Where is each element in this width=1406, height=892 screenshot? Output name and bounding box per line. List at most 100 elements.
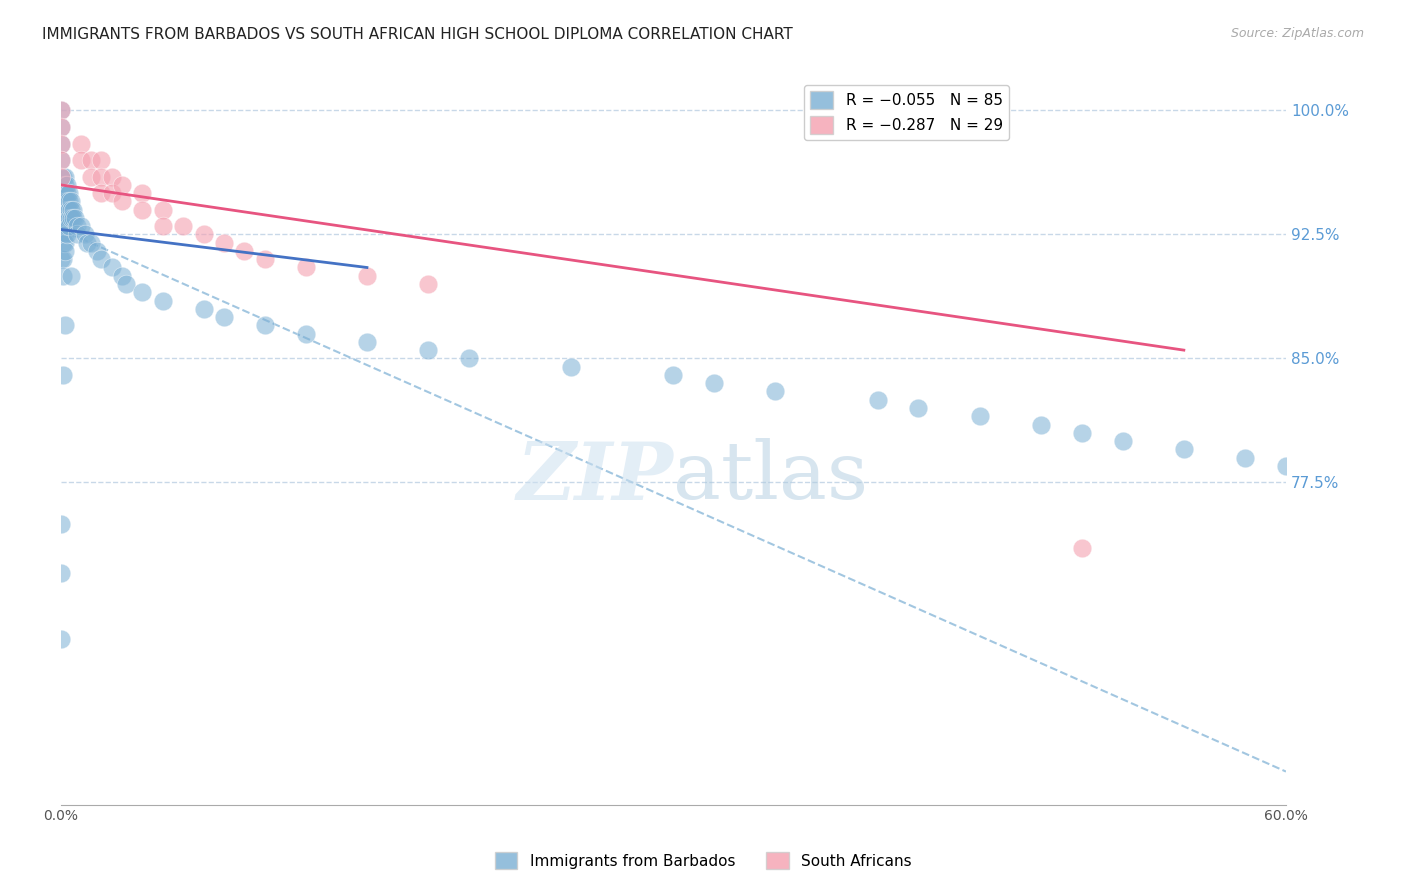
Point: [49, 169, 72, 184]
Point: [59, 194, 82, 209]
Point: [418, 277, 440, 291]
Point: [66, 227, 89, 242]
Point: [294, 326, 316, 341]
Point: [53, 235, 76, 250]
Point: [49, 120, 72, 134]
Point: [66, 219, 89, 234]
Point: [59, 202, 82, 217]
Point: [49, 136, 72, 151]
Point: [52, 268, 75, 283]
Point: [49, 516, 72, 531]
Point: [86, 244, 108, 258]
Point: [253, 252, 276, 267]
Point: [80, 235, 103, 250]
Point: [703, 376, 725, 391]
Text: ZIP: ZIP: [516, 439, 673, 516]
Point: [49, 169, 72, 184]
Point: [152, 293, 174, 308]
Point: [969, 409, 991, 424]
Point: [90, 153, 112, 167]
Point: [75, 227, 97, 242]
Point: [49, 566, 72, 581]
Point: [52, 219, 75, 234]
Point: [1234, 450, 1257, 465]
Point: [193, 227, 215, 242]
Point: [62, 211, 84, 225]
Point: [49, 632, 72, 647]
Point: [49, 103, 72, 118]
Point: [53, 244, 76, 258]
Point: [100, 186, 122, 201]
Point: [356, 268, 378, 283]
Point: [53, 186, 76, 201]
Point: [53, 219, 76, 234]
Point: [131, 285, 153, 300]
Text: atlas: atlas: [673, 438, 869, 516]
Point: [172, 219, 194, 234]
Point: [1111, 434, 1133, 448]
Point: [662, 368, 685, 382]
Text: Source: ZipAtlas.com: Source: ZipAtlas.com: [1230, 27, 1364, 40]
Point: [49, 227, 72, 242]
Point: [49, 153, 72, 167]
Point: [90, 169, 112, 184]
Point: [49, 186, 72, 201]
Point: [418, 343, 440, 358]
Point: [58, 202, 80, 217]
Point: [55, 211, 77, 225]
Point: [212, 235, 235, 250]
Point: [115, 277, 138, 291]
Point: [49, 153, 72, 167]
Point: [866, 392, 889, 407]
Legend: Immigrants from Barbados, South Africans: Immigrants from Barbados, South Africans: [488, 846, 918, 875]
Point: [59, 268, 82, 283]
Point: [253, 318, 276, 333]
Point: [53, 202, 76, 217]
Point: [49, 103, 72, 118]
Point: [52, 186, 75, 201]
Point: [52, 202, 75, 217]
Point: [49, 202, 72, 217]
Point: [131, 186, 153, 201]
Point: [49, 219, 72, 234]
Point: [58, 211, 80, 225]
Point: [52, 235, 75, 250]
Point: [152, 219, 174, 234]
Point: [55, 194, 77, 209]
Point: [90, 186, 112, 201]
Point: [1173, 442, 1195, 457]
Point: [58, 186, 80, 201]
Point: [49, 120, 72, 134]
Point: [763, 384, 786, 399]
Point: [55, 219, 77, 234]
Point: [356, 334, 378, 349]
Text: IMMIGRANTS FROM BARBADOS VS SOUTH AFRICAN HIGH SCHOOL DIPLOMA CORRELATION CHART: IMMIGRANTS FROM BARBADOS VS SOUTH AFRICA…: [42, 27, 793, 42]
Legend: R = −0.055   N = 85, R = −0.287   N = 29: R = −0.055 N = 85, R = −0.287 N = 29: [804, 85, 1008, 140]
Point: [49, 252, 72, 267]
Point: [70, 153, 93, 167]
Point: [55, 202, 77, 217]
Point: [52, 252, 75, 267]
Point: [53, 194, 76, 209]
Point: [233, 244, 256, 258]
Point: [458, 351, 481, 366]
Point: [100, 169, 122, 184]
Point: [152, 202, 174, 217]
Point: [294, 260, 316, 275]
Point: [111, 178, 134, 192]
Point: [193, 301, 215, 316]
Point: [55, 186, 77, 201]
Point: [63, 211, 86, 225]
Point: [212, 310, 235, 324]
Point: [53, 169, 76, 184]
Point: [52, 227, 75, 242]
Point: [58, 219, 80, 234]
Point: [80, 153, 103, 167]
Point: [1070, 541, 1092, 556]
Point: [560, 359, 582, 374]
Point: [1070, 425, 1092, 440]
Point: [131, 202, 153, 217]
Point: [111, 194, 134, 209]
Point: [76, 235, 98, 250]
Point: [55, 227, 77, 242]
